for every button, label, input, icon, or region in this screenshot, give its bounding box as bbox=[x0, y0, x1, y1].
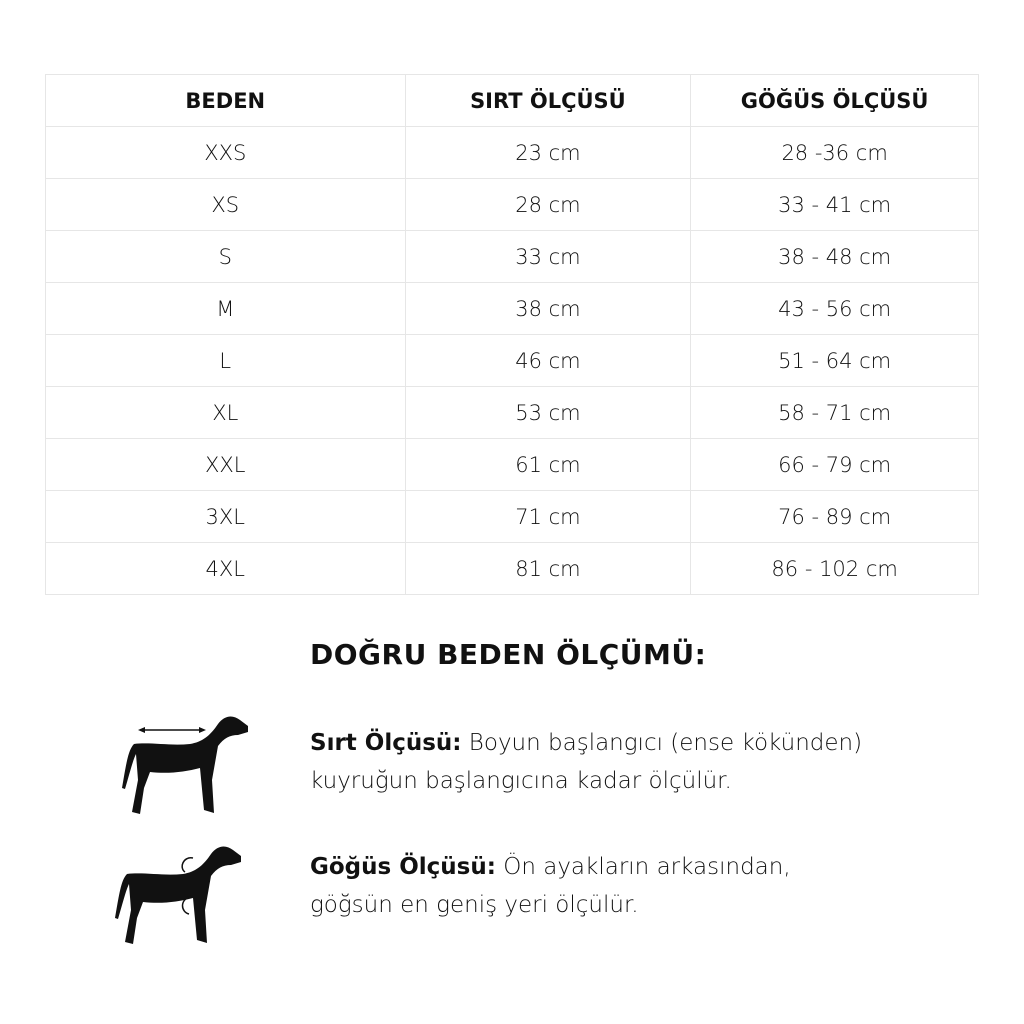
header-size: BEDEN bbox=[45, 74, 406, 127]
chest-measure-label: Göğüs Ölçüsü: bbox=[310, 854, 496, 880]
header-chest: GÖĞÜS ÖLÇÜSÜ bbox=[690, 74, 979, 127]
header-back: SIRT ÖLÇÜSÜ bbox=[404, 74, 692, 127]
table-header-row: BEDEN SIRT ÖLÇÜSÜ GÖĞÜS ÖLÇÜSÜ bbox=[45, 74, 979, 127]
cell-back: 53 cm bbox=[404, 386, 692, 439]
cell-chest: 43 - 56 cm bbox=[690, 282, 979, 335]
cell-chest: 66 - 79 cm bbox=[690, 438, 979, 491]
table-row: XL 53 cm 58 - 71 cm bbox=[45, 386, 979, 439]
guide-title: DOĞRU BEDEN ÖLÇÜMÜ: bbox=[310, 638, 707, 671]
table-row: M 38 cm 43 - 56 cm bbox=[45, 282, 979, 335]
table-row: S 33 cm 38 - 48 cm bbox=[45, 230, 979, 283]
cell-size: 4XL bbox=[45, 542, 406, 595]
cell-size: XXS bbox=[45, 126, 406, 179]
cell-back: 38 cm bbox=[404, 282, 692, 335]
cell-chest: 51 - 64 cm bbox=[690, 334, 979, 387]
cell-chest: 86 - 102 cm bbox=[690, 542, 979, 595]
cell-back: 46 cm bbox=[404, 334, 692, 387]
table-row: XS 28 cm 33 - 41 cm bbox=[45, 178, 979, 231]
chest-measure-text-2: göğsün en geniş yeri ölçülür. bbox=[310, 892, 639, 918]
back-measure-label: Sırt Ölçüsü: bbox=[310, 730, 462, 756]
cell-chest: 33 - 41 cm bbox=[690, 178, 979, 231]
cell-size: M bbox=[45, 282, 406, 335]
cell-size: XL bbox=[45, 386, 406, 439]
dog-back-measure-icon bbox=[122, 716, 248, 814]
table-row: XXS 23 cm 28 -36 cm bbox=[45, 126, 979, 179]
size-table: BEDEN SIRT ÖLÇÜSÜ GÖĞÜS ÖLÇÜSÜ XXS 23 cm 2… bbox=[45, 74, 979, 595]
cell-size: 3XL bbox=[45, 490, 406, 543]
cell-size: XS bbox=[45, 178, 406, 231]
chest-measure-description: Göğüs Ölçüsü: Ön ayakların arkasından, g… bbox=[310, 848, 990, 924]
cell-back: 28 cm bbox=[404, 178, 692, 231]
cell-back: 33 cm bbox=[404, 230, 692, 283]
dog-chest-measure-icon bbox=[115, 846, 241, 944]
chest-measure-text-1: Ön ayakların arkasından, bbox=[495, 854, 791, 880]
back-measure-text-2: kuyruğun başlangıcına kadar ölçülür. bbox=[310, 768, 732, 794]
table-row: 3XL 71 cm 76 - 89 cm bbox=[45, 490, 979, 543]
back-measure-text-1: Boyun başlangıcı (ense kökünden) bbox=[461, 730, 863, 756]
cell-chest: 28 -36 cm bbox=[690, 126, 979, 179]
back-measure-description: Sırt Ölçüsü: Boyun başlangıcı (ense kökü… bbox=[310, 724, 990, 800]
table-row: 4XL 81 cm 86 - 102 cm bbox=[45, 542, 979, 595]
cell-size: L bbox=[45, 334, 406, 387]
cell-back: 23 cm bbox=[404, 126, 692, 179]
cell-chest: 76 - 89 cm bbox=[690, 490, 979, 543]
cell-back: 71 cm bbox=[404, 490, 692, 543]
table-row: L 46 cm 51 - 64 cm bbox=[45, 334, 979, 387]
cell-size: XXL bbox=[45, 438, 406, 491]
cell-back: 81 cm bbox=[404, 542, 692, 595]
cell-chest: 58 - 71 cm bbox=[690, 386, 979, 439]
cell-size: S bbox=[45, 230, 406, 283]
table-row: XXL 61 cm 66 - 79 cm bbox=[45, 438, 979, 491]
cell-chest: 38 - 48 cm bbox=[690, 230, 979, 283]
cell-back: 61 cm bbox=[404, 438, 692, 491]
